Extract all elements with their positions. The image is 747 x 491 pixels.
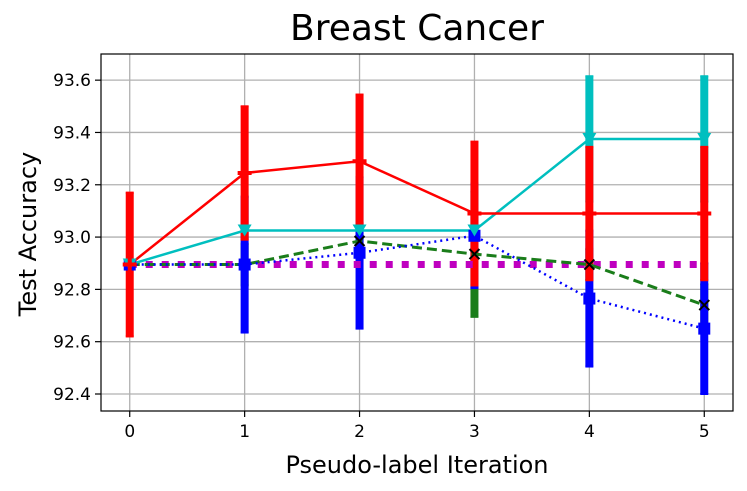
blue-data-point (583, 292, 596, 305)
y-tick-label: 92.4 (53, 385, 91, 405)
green-data-point (583, 258, 596, 271)
y-axis-label: Test Accuracy (14, 152, 42, 317)
y-tick-label: 92.6 (53, 333, 91, 353)
green-data-point (353, 235, 366, 247)
red-data-point (582, 206, 597, 221)
cyan-data-point (352, 224, 367, 237)
x-tick-label: 4 (584, 422, 595, 442)
red-data-point (237, 166, 252, 180)
y-tick-label: 93.0 (53, 228, 91, 248)
cyan-data-point (467, 224, 482, 237)
green-data-point (468, 248, 481, 260)
plot-frame (100, 53, 734, 412)
red-series-line (128, 159, 705, 266)
y-tick-label: 92.8 (53, 280, 91, 300)
x-tick-label: 1 (239, 422, 250, 442)
red-data-point (122, 257, 137, 272)
cyan-data-point (697, 133, 712, 145)
series-lines (128, 137, 705, 330)
green-data-point (698, 299, 710, 311)
x-tick-label: 3 (469, 422, 480, 442)
ticks: 0 1 2 3 4 5 92.4 92.6 92.8 93.0 93.2 93.4 93.6 (53, 71, 710, 442)
blue-data-point (698, 322, 711, 335)
cyan-data-point (582, 133, 597, 145)
red-data-point (467, 206, 482, 221)
x-axis-label: Pseudo-label Iteration (285, 451, 548, 479)
error-bars (125, 75, 709, 395)
x-tick-label: 0 (124, 422, 135, 442)
grid (101, 54, 733, 411)
blue-data-point (353, 246, 366, 259)
blue-data-point (238, 258, 251, 271)
blue-series-line (129, 234, 705, 330)
series-markers (122, 133, 712, 335)
red-data-point (352, 154, 367, 169)
x-tick-label: 5 (699, 422, 710, 442)
chart-title: Breast Cancer (290, 8, 544, 49)
y-tick-label: 93.6 (53, 71, 91, 91)
y-tick-label: 93.4 (53, 123, 91, 143)
cyan-series-line (129, 137, 705, 266)
red-data-point (697, 206, 712, 221)
x-tick-label: 2 (354, 422, 365, 442)
y-tick-label: 93.2 (53, 176, 91, 196)
cyan-data-point (237, 224, 252, 237)
green-series-line (129, 239, 705, 307)
